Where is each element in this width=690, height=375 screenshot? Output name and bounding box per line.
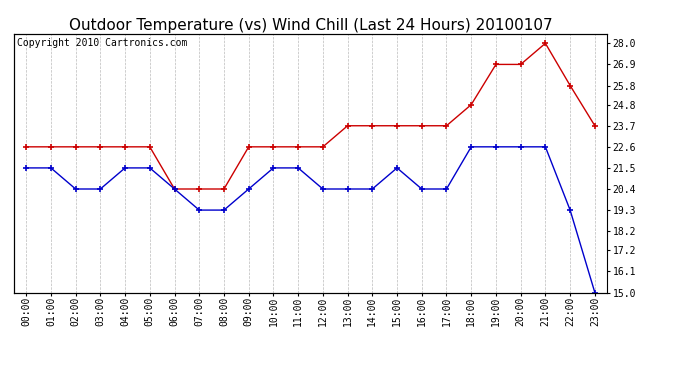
Title: Outdoor Temperature (vs) Wind Chill (Last 24 Hours) 20100107: Outdoor Temperature (vs) Wind Chill (Las… — [69, 18, 552, 33]
Text: Copyright 2010 Cartronics.com: Copyright 2010 Cartronics.com — [17, 38, 187, 48]
